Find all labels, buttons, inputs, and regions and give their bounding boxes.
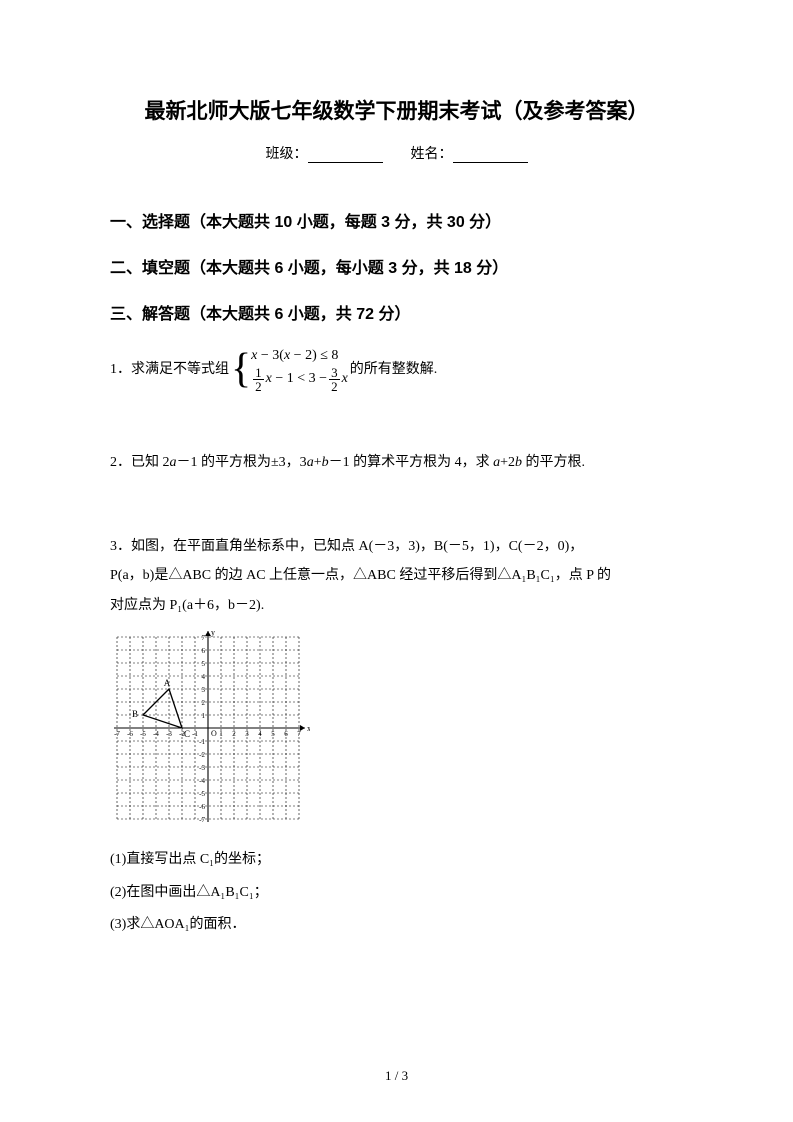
- svg-text:O: O: [211, 729, 217, 738]
- svg-text:-4: -4: [199, 777, 205, 785]
- section-2-heading: 二、填空题（本大题共 6 小题，每小题 3 分，共 18 分）: [110, 254, 683, 278]
- q3-sub3: (3)求△AOA₁的面积．: [110, 910, 683, 939]
- svg-text:2: 2: [232, 730, 236, 738]
- name-label: 姓名：: [411, 147, 453, 162]
- svg-text:-7: -7: [114, 730, 120, 738]
- graph-svg: xy-7-6-5-4-3-2-11234567-7-6-5-4-3-2-1123…: [110, 630, 310, 830]
- q1-system: { x − 3(x − 2) ≤ 8 12 x − 1 < 3 − 32 x: [231, 346, 348, 393]
- svg-text:-3: -3: [166, 730, 172, 738]
- svg-text:-6: -6: [127, 730, 133, 738]
- svg-text:B: B: [132, 709, 138, 719]
- svg-text:x: x: [307, 724, 310, 733]
- page-number: 1 / 3: [0, 1068, 793, 1084]
- q1-eq2: 12 x − 1 < 3 − 32 x: [251, 366, 348, 393]
- q1-eq1: x − 3(x − 2) ≤ 8: [251, 346, 348, 366]
- svg-text:4: 4: [258, 730, 262, 738]
- svg-text:y: y: [211, 630, 215, 637]
- section-1-heading: 一、选择题（本大题共 10 小题，每题 3 分，共 30 分）: [110, 208, 683, 232]
- svg-text:5: 5: [202, 660, 206, 668]
- svg-text:-7: -7: [199, 816, 205, 824]
- q2-text: 2．已知 2a－1 的平方根为±3，3a+b－1 的算术平方根为 4，求 a+2…: [110, 455, 585, 470]
- svg-text:1: 1: [202, 712, 206, 720]
- q3-sub1: (1)直接写出点 C₁的坐标；: [110, 845, 683, 874]
- svg-text:-5: -5: [140, 730, 146, 738]
- q3-line3: 对应点为 P₁(a＋6，b－2).: [110, 591, 683, 620]
- svg-text:5: 5: [271, 730, 275, 738]
- question-3: 3．如图，在平面直角坐标系中，已知点 A(－3，3)，B(－5，1)，C(－2，…: [110, 532, 683, 620]
- svg-text:6: 6: [284, 730, 288, 738]
- svg-text:3: 3: [245, 730, 249, 738]
- svg-text:6: 6: [202, 647, 206, 655]
- svg-text:1: 1: [219, 730, 223, 738]
- svg-text:-6: -6: [199, 803, 205, 811]
- svg-text:7: 7: [202, 634, 206, 642]
- page-title: 最新北师大版七年级数学下册期末考试（及参考答案）: [110, 95, 683, 125]
- svg-text:A: A: [164, 678, 171, 688]
- class-label: 班级：: [266, 147, 308, 162]
- q1-prefix: 1．求满足不等式组: [110, 355, 229, 384]
- coordinate-graph: xy-7-6-5-4-3-2-11234567-7-6-5-4-3-2-1123…: [110, 630, 683, 830]
- q3-line1: 3．如图，在平面直角坐标系中，已知点 A(－3，3)，B(－5，1)，C(－2，…: [110, 532, 683, 561]
- section-3-heading: 三、解答题（本大题共 6 小题，共 72 分）: [110, 300, 683, 324]
- svg-text:3: 3: [202, 686, 206, 694]
- left-brace-icon: {: [231, 348, 251, 390]
- question-1: 1．求满足不等式组 { x − 3(x − 2) ≤ 8 12 x − 1 < …: [110, 346, 683, 393]
- q1-suffix: 的所有整数解.: [350, 355, 438, 384]
- svg-text:-1: -1: [199, 738, 205, 746]
- svg-text:4: 4: [202, 673, 206, 681]
- q3-line2: P(a，b)是△ABC 的边 AC 上任意一点，△ABC 经过平移后得到△A₁B…: [110, 561, 683, 590]
- class-blank: [308, 149, 383, 163]
- q3-sub2: (2)在图中画出△A₁B₁C₁；: [110, 878, 683, 907]
- svg-text:-5: -5: [199, 790, 205, 798]
- svg-text:-3: -3: [199, 764, 205, 772]
- svg-text:-1: -1: [192, 730, 198, 738]
- svg-text:-2: -2: [199, 751, 205, 759]
- info-row: 班级： 姓名：: [110, 143, 683, 163]
- svg-text:-4: -4: [153, 730, 159, 738]
- name-blank: [453, 149, 528, 163]
- svg-text:2: 2: [202, 699, 206, 707]
- svg-text:7: 7: [297, 730, 301, 738]
- svg-text:C: C: [184, 729, 190, 739]
- question-2: 2．已知 2a－1 的平方根为±3，3a+b－1 的算术平方根为 4，求 a+2…: [110, 448, 683, 477]
